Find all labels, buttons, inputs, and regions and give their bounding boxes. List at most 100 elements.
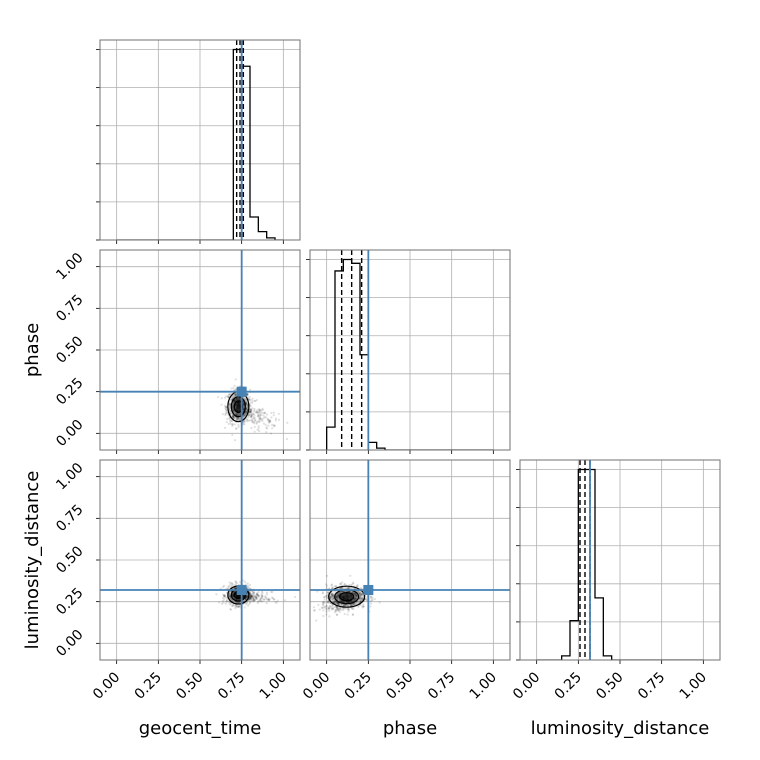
sample-point [337, 603, 340, 606]
sample-point [255, 597, 258, 600]
sample-point [250, 401, 254, 405]
sample-point [234, 387, 237, 391]
sample-point [242, 600, 245, 603]
sample-point [252, 595, 255, 599]
sample-point [249, 388, 252, 391]
sample-point [229, 393, 232, 396]
sample-point [259, 414, 262, 417]
sample-point [245, 403, 248, 406]
sample-point [337, 603, 341, 606]
sample-point [354, 593, 358, 596]
sample-point [351, 607, 354, 611]
sample-point [246, 596, 249, 599]
sample-point [332, 594, 335, 597]
sample-point [360, 593, 364, 596]
sample-point [256, 414, 260, 418]
sample-point [242, 404, 246, 407]
sample-point [262, 422, 266, 425]
sample-point [256, 597, 259, 600]
sample-point [242, 408, 245, 411]
sample-point [248, 596, 252, 599]
sample-point [249, 593, 252, 596]
sample-point [331, 607, 334, 610]
sample-point [258, 415, 262, 418]
hist-step-luminosity_distance [536, 468, 704, 660]
sample-point [358, 598, 361, 601]
sample-point [237, 397, 240, 400]
sample-point [245, 603, 248, 606]
sample-point [378, 601, 381, 604]
sample-point [329, 595, 332, 598]
sample-point [340, 608, 343, 611]
sample-point [350, 600, 353, 603]
sample-point [369, 600, 372, 603]
sample-point [359, 587, 363, 590]
sample-point [257, 410, 261, 413]
sample-point [237, 417, 241, 420]
sample-point [232, 417, 235, 420]
sample-point [352, 603, 355, 606]
sample-point [317, 603, 320, 607]
sample-point [355, 597, 358, 601]
sample-point [322, 609, 325, 612]
sample-point [242, 408, 245, 411]
sample-point [252, 599, 255, 602]
sample-point [326, 600, 329, 604]
sample-point [258, 418, 261, 421]
sample-point [261, 407, 264, 410]
sample-point [359, 598, 362, 602]
sample-point [332, 597, 335, 600]
sample-point [245, 410, 248, 413]
sample-point [325, 613, 328, 616]
sample-point [342, 600, 346, 603]
sample-point [254, 595, 258, 598]
sample-point [228, 403, 231, 406]
sample-point [262, 598, 266, 601]
sample-point [362, 605, 365, 608]
sample-point [245, 403, 248, 406]
sample-point [335, 595, 338, 598]
sample-point [272, 411, 275, 414]
sample-point [233, 399, 237, 402]
sample-point [322, 596, 326, 599]
sample-point [249, 405, 252, 408]
sample-point [261, 418, 264, 421]
sample-point [249, 595, 252, 598]
sample-point [353, 593, 356, 596]
sample-point [242, 414, 245, 417]
sample-point [313, 609, 316, 612]
sample-point [253, 425, 256, 428]
sample-point [359, 592, 362, 595]
sample-point [233, 439, 237, 442]
sample-point [355, 594, 358, 598]
sample-point [265, 431, 268, 434]
sample-point [265, 413, 268, 416]
sample-point [236, 417, 239, 421]
sample-point [325, 584, 329, 587]
sample-point [253, 595, 257, 598]
sample-point [357, 605, 360, 609]
sample-point [231, 604, 235, 607]
sample-point [237, 418, 240, 421]
sample-point [249, 411, 253, 414]
sample-point [337, 594, 340, 597]
sample-point [231, 423, 234, 426]
sample-point [346, 613, 349, 616]
sample-point [267, 598, 270, 602]
sample-point [246, 604, 250, 607]
sample-point [250, 415, 253, 418]
sample-point [360, 596, 363, 599]
sample-point [359, 593, 362, 597]
sample-point [248, 592, 252, 595]
sample-point [246, 587, 249, 590]
y-tick-label: 0.75 [53, 292, 86, 325]
sample-point [331, 594, 334, 597]
sample-point [327, 607, 330, 610]
sample-point [347, 610, 350, 613]
sample-point [228, 405, 231, 408]
sample-point [347, 604, 350, 607]
sample-point [245, 412, 248, 415]
sample-point [235, 581, 239, 585]
sample-point [248, 600, 252, 604]
sample-point [359, 603, 362, 607]
